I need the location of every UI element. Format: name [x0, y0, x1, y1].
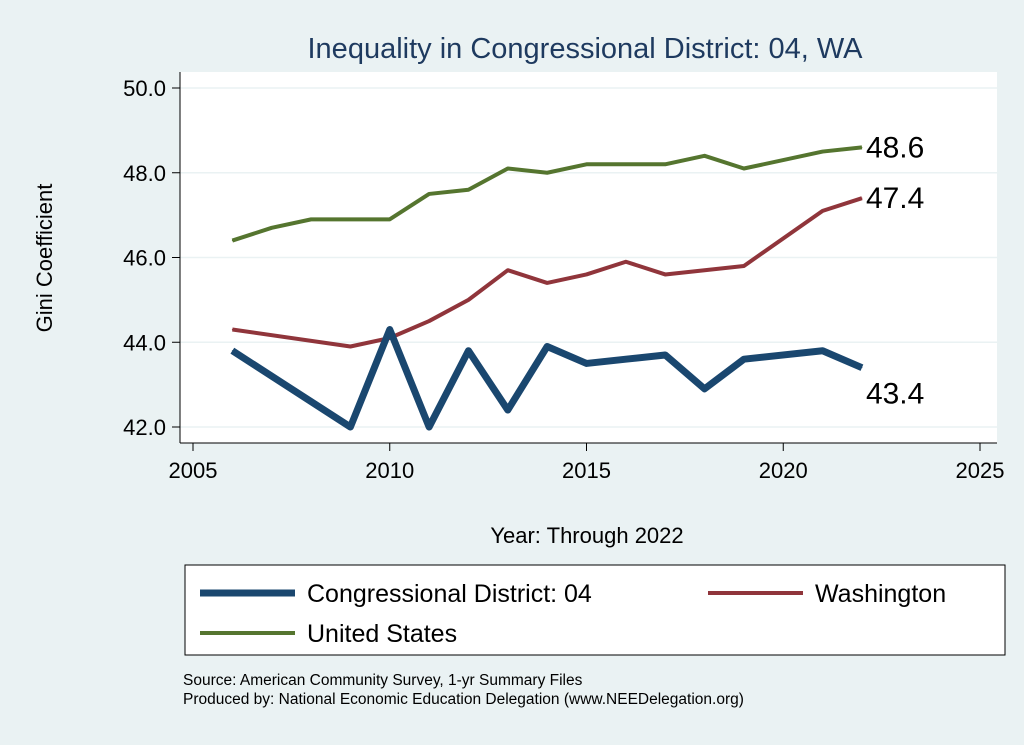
- data-point: [546, 282, 548, 284]
- data-point: [428, 320, 430, 322]
- data-point: [389, 218, 391, 220]
- data-point: [822, 210, 824, 212]
- x-tick-label: 2025: [956, 458, 1005, 483]
- data-point: [704, 155, 706, 157]
- data-point: [586, 273, 587, 275]
- y-tick-label: 50.0: [123, 76, 166, 101]
- data-point: [389, 329, 391, 331]
- produced-note: Produced by: National Economic Education…: [183, 691, 744, 708]
- data-point: [349, 426, 351, 428]
- data-point: [507, 409, 509, 411]
- data-point: [822, 151, 824, 153]
- y-axis-label: Gini Coefficient: [32, 184, 57, 333]
- end-label: 48.6: [866, 131, 924, 164]
- data-point: [507, 168, 509, 170]
- data-point: [349, 345, 351, 347]
- data-point: [231, 329, 233, 331]
- data-point: [231, 350, 233, 352]
- data-point: [586, 163, 587, 165]
- data-point: [546, 345, 548, 347]
- data-point: [625, 358, 627, 360]
- chart-title: Inequality in Congressional District: 04…: [308, 33, 864, 65]
- data-point: [743, 265, 745, 267]
- x-tick-label: 2005: [169, 458, 218, 483]
- data-point: [546, 172, 548, 174]
- data-point: [664, 354, 666, 356]
- y-tick-label: 44.0: [123, 330, 166, 355]
- data-point: [507, 269, 509, 271]
- data-point: [428, 426, 430, 428]
- series-line-1: [232, 196, 863, 349]
- x-axis-label: Year: Through 2022: [490, 523, 683, 548]
- legend-label: Congressional District: 04: [307, 580, 592, 608]
- data-point: [861, 146, 863, 148]
- data-point: [586, 362, 587, 364]
- data-point: [467, 189, 469, 191]
- data-point: [704, 269, 706, 271]
- data-point: [231, 240, 233, 242]
- data-point: [349, 218, 351, 220]
- data-point: [428, 193, 430, 195]
- data-point: [704, 388, 706, 390]
- source-note: Source: American Community Survey, 1-yr …: [183, 672, 583, 689]
- y-tick-label: 48.0: [123, 161, 166, 186]
- series-line-2: [231, 145, 863, 243]
- data-point: [467, 350, 469, 352]
- legend: [184, 564, 1006, 656]
- data-point: [664, 163, 666, 165]
- data-point: [625, 261, 627, 263]
- y-tick-label: 46.0: [123, 246, 166, 271]
- legend-label: Washington: [815, 580, 946, 608]
- data-point: [861, 367, 863, 369]
- data-point: [664, 273, 666, 275]
- data-point: [310, 218, 312, 220]
- legend-label: United States: [307, 620, 457, 648]
- x-tick-label: 2010: [365, 458, 414, 483]
- end-label: 43.4: [866, 378, 924, 411]
- x-tick-label: 2020: [759, 458, 808, 483]
- data-point: [822, 350, 824, 352]
- data-point: [861, 197, 863, 199]
- data-point: [271, 227, 273, 229]
- data-point: [625, 163, 627, 165]
- data-point: [743, 168, 745, 170]
- data-point: [743, 358, 745, 360]
- y-tick-label: 42.0: [123, 415, 166, 440]
- data-point: [467, 299, 469, 301]
- end-label: 47.4: [866, 182, 924, 215]
- series-line-0: [230, 326, 864, 431]
- x-tick-label: 2015: [562, 458, 611, 483]
